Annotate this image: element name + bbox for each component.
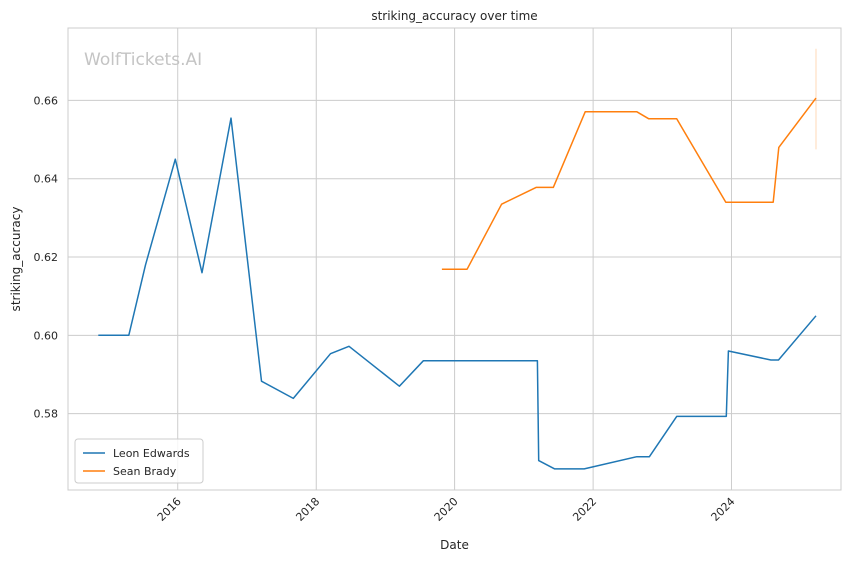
y-tick-label: 0.62 xyxy=(34,251,59,264)
series-line-1 xyxy=(441,97,817,270)
legend-label: Sean Brady xyxy=(113,465,177,478)
legend-label: Leon Edwards xyxy=(113,447,190,460)
series-line-0 xyxy=(98,117,817,470)
y-tick-label: 0.60 xyxy=(34,329,59,342)
legend: Leon Edwards Sean Brady xyxy=(74,438,204,484)
y-tick-label: 0.64 xyxy=(34,173,59,186)
y-tick-label: 0.58 xyxy=(34,408,59,421)
y-axis-label: striking_accuracy xyxy=(9,207,23,312)
watermark-text: WolfTickets.AI xyxy=(84,50,202,70)
plot-frame xyxy=(67,27,842,491)
grid-lines xyxy=(68,28,841,490)
y-tick-label: 0.66 xyxy=(34,94,59,107)
x-axis-label: Date xyxy=(440,538,469,552)
y-axis-ticks: 0.58 0.60 0.62 0.64 0.66 xyxy=(34,94,59,420)
legend-box xyxy=(74,438,204,484)
chart-title: striking_accuracy over time xyxy=(371,9,537,23)
series-lines xyxy=(98,97,817,470)
